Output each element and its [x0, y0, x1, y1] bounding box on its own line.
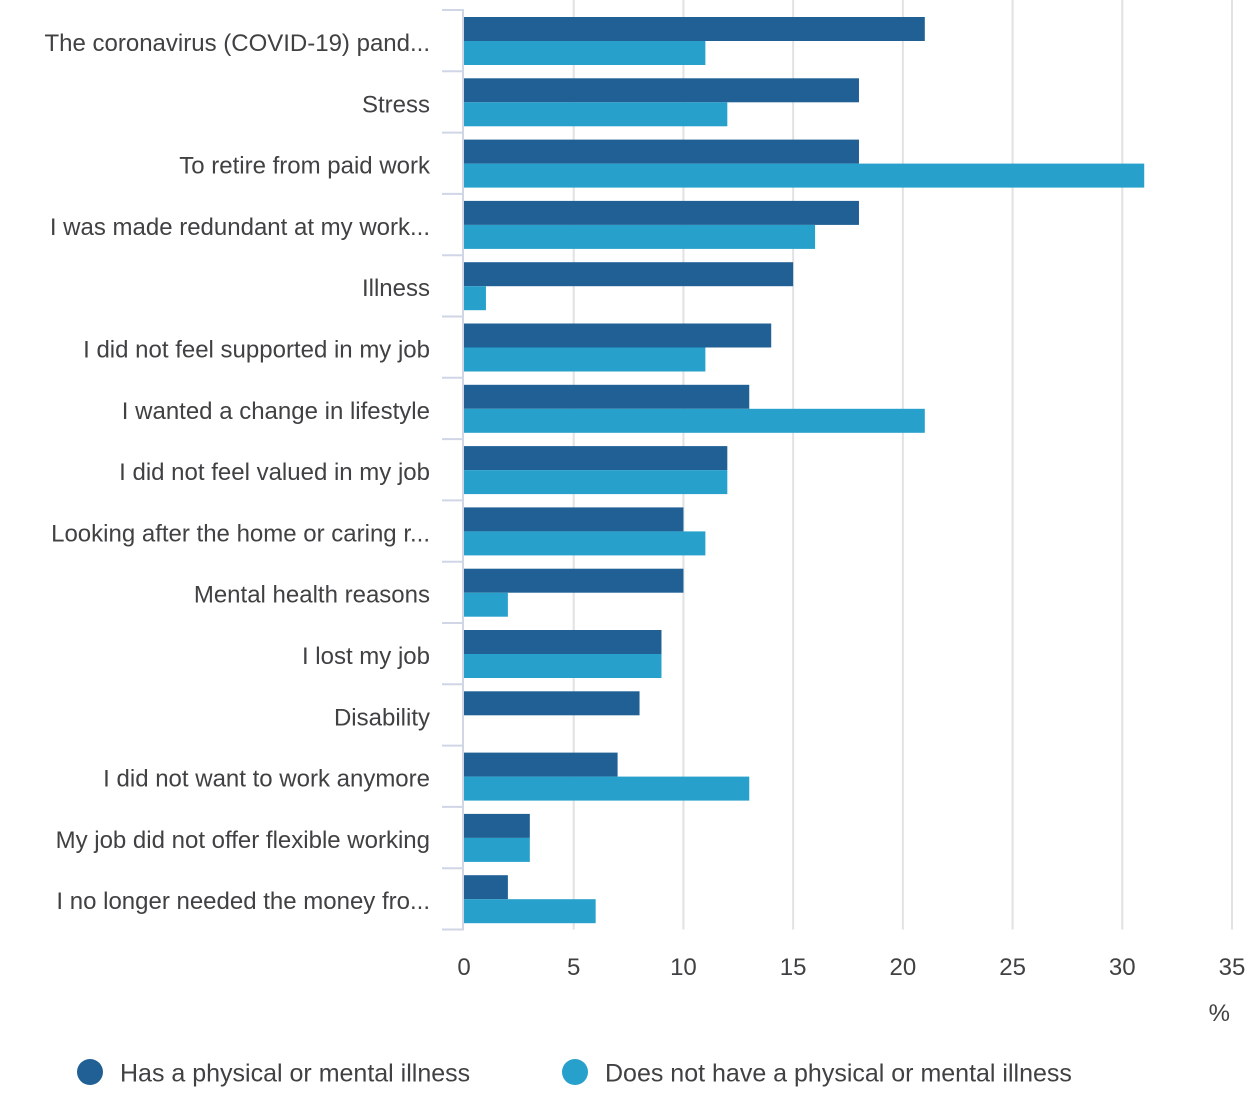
bar-has-illness-12 — [464, 752, 618, 777]
bar-no-illness-8 — [464, 531, 706, 556]
bar-no-illness-9 — [464, 592, 508, 617]
bar-no-illness-1 — [464, 102, 728, 127]
legend: Has a physical or mental illness Does not… — [77, 1059, 1072, 1088]
x-tick-label: 30 — [1109, 954, 1136, 981]
category-label: I did not want to work anymore — [103, 766, 430, 793]
category-label: I lost my job — [302, 643, 430, 670]
category-label: The coronavirus (COVID-19) pand... — [45, 30, 431, 57]
bar-no-illness-7 — [464, 470, 728, 495]
y-axis — [442, 9, 464, 931]
bar-no-illness-12 — [464, 776, 750, 801]
bar-has-illness-1 — [464, 78, 859, 103]
bar-has-illness-8 — [464, 507, 684, 532]
x-tick-label: 0 — [457, 954, 470, 981]
bars — [464, 17, 1145, 924]
bar-has-illness-13 — [464, 813, 530, 838]
x-tick-label: 35 — [1219, 954, 1246, 981]
category-label: I no longer needed the money fro... — [56, 888, 430, 915]
category-label: Disability — [334, 704, 430, 731]
bar-no-illness-10 — [464, 654, 662, 678]
category-label: Stress — [362, 91, 430, 118]
category-label: I did not feel valued in my job — [119, 459, 430, 486]
x-tick-label: 10 — [670, 954, 697, 981]
category-label: Looking after the home or caring r... — [51, 520, 430, 547]
x-tick-label: 5 — [567, 954, 580, 981]
bar-no-illness-3 — [464, 224, 816, 249]
bar-no-illness-6 — [464, 408, 925, 433]
bar-has-illness-6 — [464, 384, 750, 409]
x-tick-labels: 0 5 10 15 20 25 30 35 — [457, 954, 1245, 981]
category-labels: The coronavirus (COVID-19) pand... Stress… — [45, 30, 431, 915]
legend-swatch-has-illness — [77, 1059, 103, 1085]
category-label: I did not feel supported in my job — [83, 336, 430, 363]
legend-label-no-illness: Does not have a physical or mental illne… — [605, 1060, 1072, 1088]
x-axis-label: % — [1209, 1000, 1230, 1027]
legend-swatch-no-illness — [562, 1059, 588, 1085]
bar-no-illness-13 — [464, 837, 530, 862]
category-label: I was made redundant at my work... — [50, 214, 430, 241]
x-tick-label: 20 — [890, 954, 917, 981]
category-label: To retire from paid work — [179, 153, 431, 180]
bar-has-illness-0 — [464, 17, 925, 41]
x-tick-label: 15 — [780, 954, 807, 981]
bar-has-illness-10 — [464, 630, 662, 654]
bar-has-illness-4 — [464, 262, 794, 287]
bar-has-illness-9 — [464, 568, 684, 593]
bar-no-illness-4 — [464, 286, 486, 311]
bar-no-illness-14 — [464, 899, 596, 924]
category-label: I wanted a change in lifestyle — [122, 398, 430, 425]
category-label: Illness — [362, 275, 430, 302]
legend-label-has-illness: Has a physical or mental illness — [120, 1060, 470, 1088]
bar-has-illness-11 — [464, 691, 640, 716]
bar-has-illness-2 — [464, 139, 859, 164]
bar-no-illness-0 — [464, 41, 706, 65]
bar-has-illness-14 — [464, 875, 508, 900]
bar-no-illness-2 — [464, 163, 1145, 188]
bar-has-illness-3 — [464, 200, 859, 225]
bar-no-illness-5 — [464, 347, 706, 372]
x-tick-label: 25 — [999, 954, 1026, 981]
bar-has-illness-7 — [464, 446, 728, 471]
category-label: My job did not offer flexible working — [56, 827, 430, 854]
bar-has-illness-5 — [464, 323, 772, 348]
category-label: Mental health reasons — [194, 582, 430, 609]
